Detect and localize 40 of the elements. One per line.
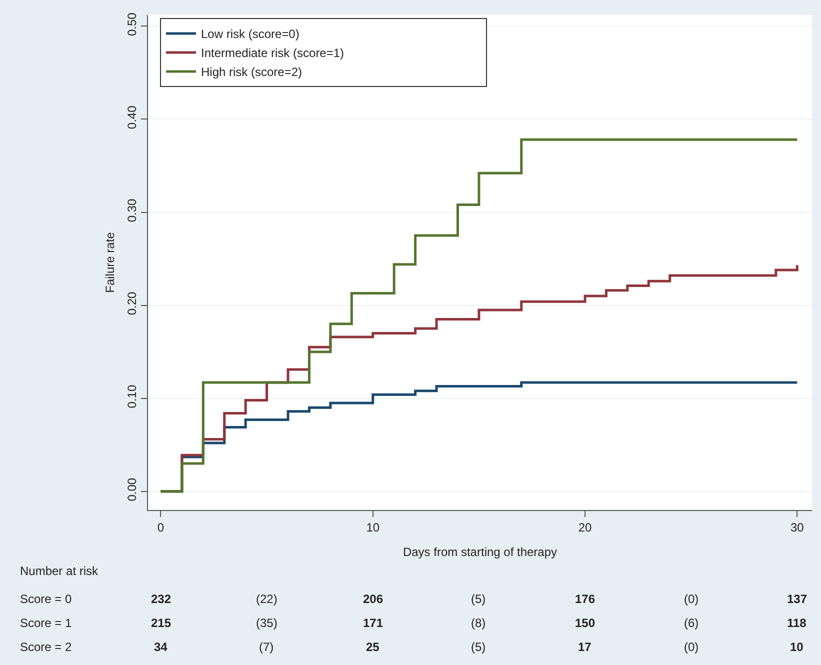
- text: 25: [366, 640, 380, 654]
- text: 34: [154, 640, 168, 654]
- text: 150: [575, 616, 596, 630]
- y-tick-label: 0.10: [125, 384, 140, 408]
- x-tick-label: 10: [366, 520, 380, 534]
- y-tick-label: 0.00: [125, 478, 140, 502]
- text: Number at risk: [20, 564, 100, 578]
- x-axis-title: Days from starting of therapy: [402, 545, 558, 559]
- legend-label: Low risk (score=0): [200, 27, 300, 42]
- text: (5): [471, 640, 486, 654]
- text: 171: [363, 616, 384, 630]
- text: 118: [787, 616, 807, 630]
- y-tick-label: 0.30: [125, 198, 140, 222]
- text: 232: [151, 592, 172, 606]
- text: 137: [787, 592, 808, 606]
- text: (7): [259, 640, 274, 654]
- text: 17: [578, 640, 592, 654]
- x-tick-label: 20: [578, 520, 592, 534]
- y-tick-label: 0.50: [125, 12, 140, 36]
- x-tick-label: 30: [790, 520, 804, 534]
- legend-label: Intermediate risk (score=1): [200, 46, 344, 60]
- y-axis-title: Failure rate: [103, 232, 117, 293]
- text: (0): [684, 592, 699, 606]
- legend-label: High risk (score=2): [200, 65, 302, 80]
- text: Score = 2: [20, 640, 72, 654]
- text: (8): [471, 616, 486, 630]
- text: 176: [575, 592, 596, 606]
- text: Score = 1: [20, 616, 72, 630]
- text: (6): [684, 616, 699, 630]
- text: (0): [684, 640, 699, 654]
- text: 215: [151, 616, 172, 630]
- text: 206: [363, 592, 384, 606]
- y-tick-label: 0.20: [125, 292, 140, 316]
- y-tick-label: 0.40: [125, 105, 140, 130]
- text: (5): [471, 592, 486, 606]
- text: 10: [790, 640, 804, 654]
- x-tick-label: 0: [157, 520, 164, 534]
- text: (35): [256, 616, 278, 630]
- text: Score = 0: [20, 592, 72, 606]
- text: (22): [256, 592, 278, 606]
